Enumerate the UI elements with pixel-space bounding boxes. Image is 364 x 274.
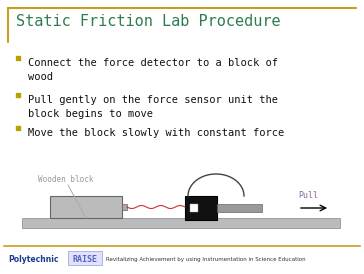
- Text: Pull: Pull: [298, 191, 318, 200]
- Bar: [217, 204, 262, 212]
- Text: Pull gently on the force sensor unit the
block begins to move: Pull gently on the force sensor unit the…: [28, 95, 278, 119]
- Text: Connect the force detector to a block of
wood: Connect the force detector to a block of…: [28, 58, 278, 82]
- Text: RAISE: RAISE: [72, 255, 98, 264]
- Bar: [22, 218, 340, 228]
- Text: Revitalizing Achievement by using Instrumentation in Science Education: Revitalizing Achievement by using Instru…: [106, 258, 306, 262]
- Text: Static Friction Lab Procedure: Static Friction Lab Procedure: [16, 15, 281, 30]
- Bar: [190, 204, 198, 212]
- Bar: [122, 204, 127, 210]
- Text: Wooden block: Wooden block: [38, 175, 94, 184]
- Bar: [50, 196, 122, 218]
- Bar: [185, 196, 217, 220]
- Text: Polytechnic: Polytechnic: [8, 255, 59, 264]
- Bar: [68, 251, 102, 265]
- Text: Move the block slowly with constant force: Move the block slowly with constant forc…: [28, 128, 284, 138]
